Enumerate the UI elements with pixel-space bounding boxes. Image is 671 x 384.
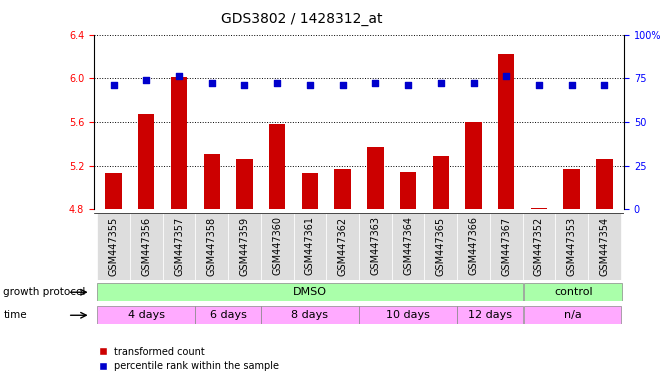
Point bbox=[239, 82, 250, 88]
Text: DMSO: DMSO bbox=[293, 287, 327, 297]
Bar bbox=[531, 208, 547, 209]
Bar bbox=[293, 213, 326, 280]
Text: 12 days: 12 days bbox=[468, 310, 512, 320]
Point bbox=[370, 80, 380, 86]
Bar bbox=[425, 213, 457, 280]
Text: GSM447357: GSM447357 bbox=[174, 217, 184, 276]
Bar bbox=[457, 306, 523, 324]
Text: 10 days: 10 days bbox=[386, 310, 430, 320]
Point bbox=[108, 82, 119, 88]
Bar bbox=[261, 213, 293, 280]
Text: 4 days: 4 days bbox=[127, 310, 165, 320]
Point bbox=[501, 73, 511, 79]
Text: GSM447361: GSM447361 bbox=[305, 217, 315, 275]
Bar bbox=[171, 77, 187, 209]
Bar bbox=[359, 213, 392, 280]
Bar bbox=[392, 213, 425, 280]
Bar bbox=[400, 172, 416, 209]
Text: GSM447356: GSM447356 bbox=[142, 217, 151, 276]
Bar bbox=[564, 169, 580, 209]
Bar bbox=[334, 169, 351, 209]
Bar bbox=[326, 213, 359, 280]
Text: GSM447365: GSM447365 bbox=[435, 217, 446, 276]
Bar bbox=[236, 159, 253, 209]
Point bbox=[272, 80, 282, 86]
Bar bbox=[203, 154, 220, 209]
Bar bbox=[367, 147, 384, 209]
Bar bbox=[105, 173, 121, 209]
Point bbox=[403, 82, 413, 88]
Bar bbox=[195, 306, 261, 324]
Bar bbox=[465, 122, 482, 209]
Point bbox=[174, 73, 185, 79]
Point bbox=[566, 82, 577, 88]
Point bbox=[207, 80, 217, 86]
Text: GSM447355: GSM447355 bbox=[109, 217, 119, 276]
Text: GSM447359: GSM447359 bbox=[240, 217, 250, 276]
Text: GSM447364: GSM447364 bbox=[403, 217, 413, 275]
Text: GSM447352: GSM447352 bbox=[534, 217, 544, 276]
Bar bbox=[195, 213, 228, 280]
Text: GSM447362: GSM447362 bbox=[338, 217, 348, 276]
Text: n/a: n/a bbox=[564, 310, 581, 320]
Bar bbox=[498, 54, 515, 209]
Point bbox=[141, 77, 152, 83]
Bar bbox=[302, 173, 318, 209]
Text: GSM447366: GSM447366 bbox=[468, 217, 478, 275]
Text: GSM447360: GSM447360 bbox=[272, 217, 282, 275]
Text: GSM447358: GSM447358 bbox=[207, 217, 217, 276]
Point bbox=[338, 82, 348, 88]
Text: GSM447363: GSM447363 bbox=[370, 217, 380, 275]
Text: GSM447353: GSM447353 bbox=[567, 217, 576, 276]
Bar bbox=[597, 159, 613, 209]
Bar bbox=[490, 213, 523, 280]
Text: 8 days: 8 days bbox=[291, 310, 328, 320]
Bar bbox=[359, 306, 457, 324]
Legend: transformed count, percentile rank within the sample: transformed count, percentile rank withi… bbox=[99, 347, 279, 371]
Bar bbox=[269, 124, 285, 209]
Text: GSM447367: GSM447367 bbox=[501, 217, 511, 276]
Bar bbox=[97, 213, 130, 280]
Point bbox=[305, 82, 315, 88]
Bar bbox=[97, 306, 195, 324]
Text: time: time bbox=[3, 310, 27, 320]
Text: growth protocol: growth protocol bbox=[3, 287, 86, 297]
Point bbox=[533, 82, 544, 88]
Bar bbox=[433, 156, 449, 209]
Point bbox=[599, 82, 610, 88]
Text: control: control bbox=[554, 287, 592, 297]
Bar bbox=[556, 213, 588, 280]
Bar bbox=[524, 306, 621, 324]
Bar bbox=[130, 213, 162, 280]
Text: GSM447354: GSM447354 bbox=[599, 217, 609, 276]
Bar bbox=[97, 283, 523, 301]
Point bbox=[468, 80, 479, 86]
Bar bbox=[228, 213, 261, 280]
Point bbox=[435, 80, 446, 86]
Text: 6 days: 6 days bbox=[209, 310, 246, 320]
Bar bbox=[523, 213, 556, 280]
Bar bbox=[138, 114, 154, 209]
Bar bbox=[261, 306, 359, 324]
Bar bbox=[162, 213, 195, 280]
Bar bbox=[524, 283, 623, 301]
Text: GDS3802 / 1428312_at: GDS3802 / 1428312_at bbox=[221, 12, 382, 25]
Bar bbox=[457, 213, 490, 280]
Bar bbox=[588, 213, 621, 280]
